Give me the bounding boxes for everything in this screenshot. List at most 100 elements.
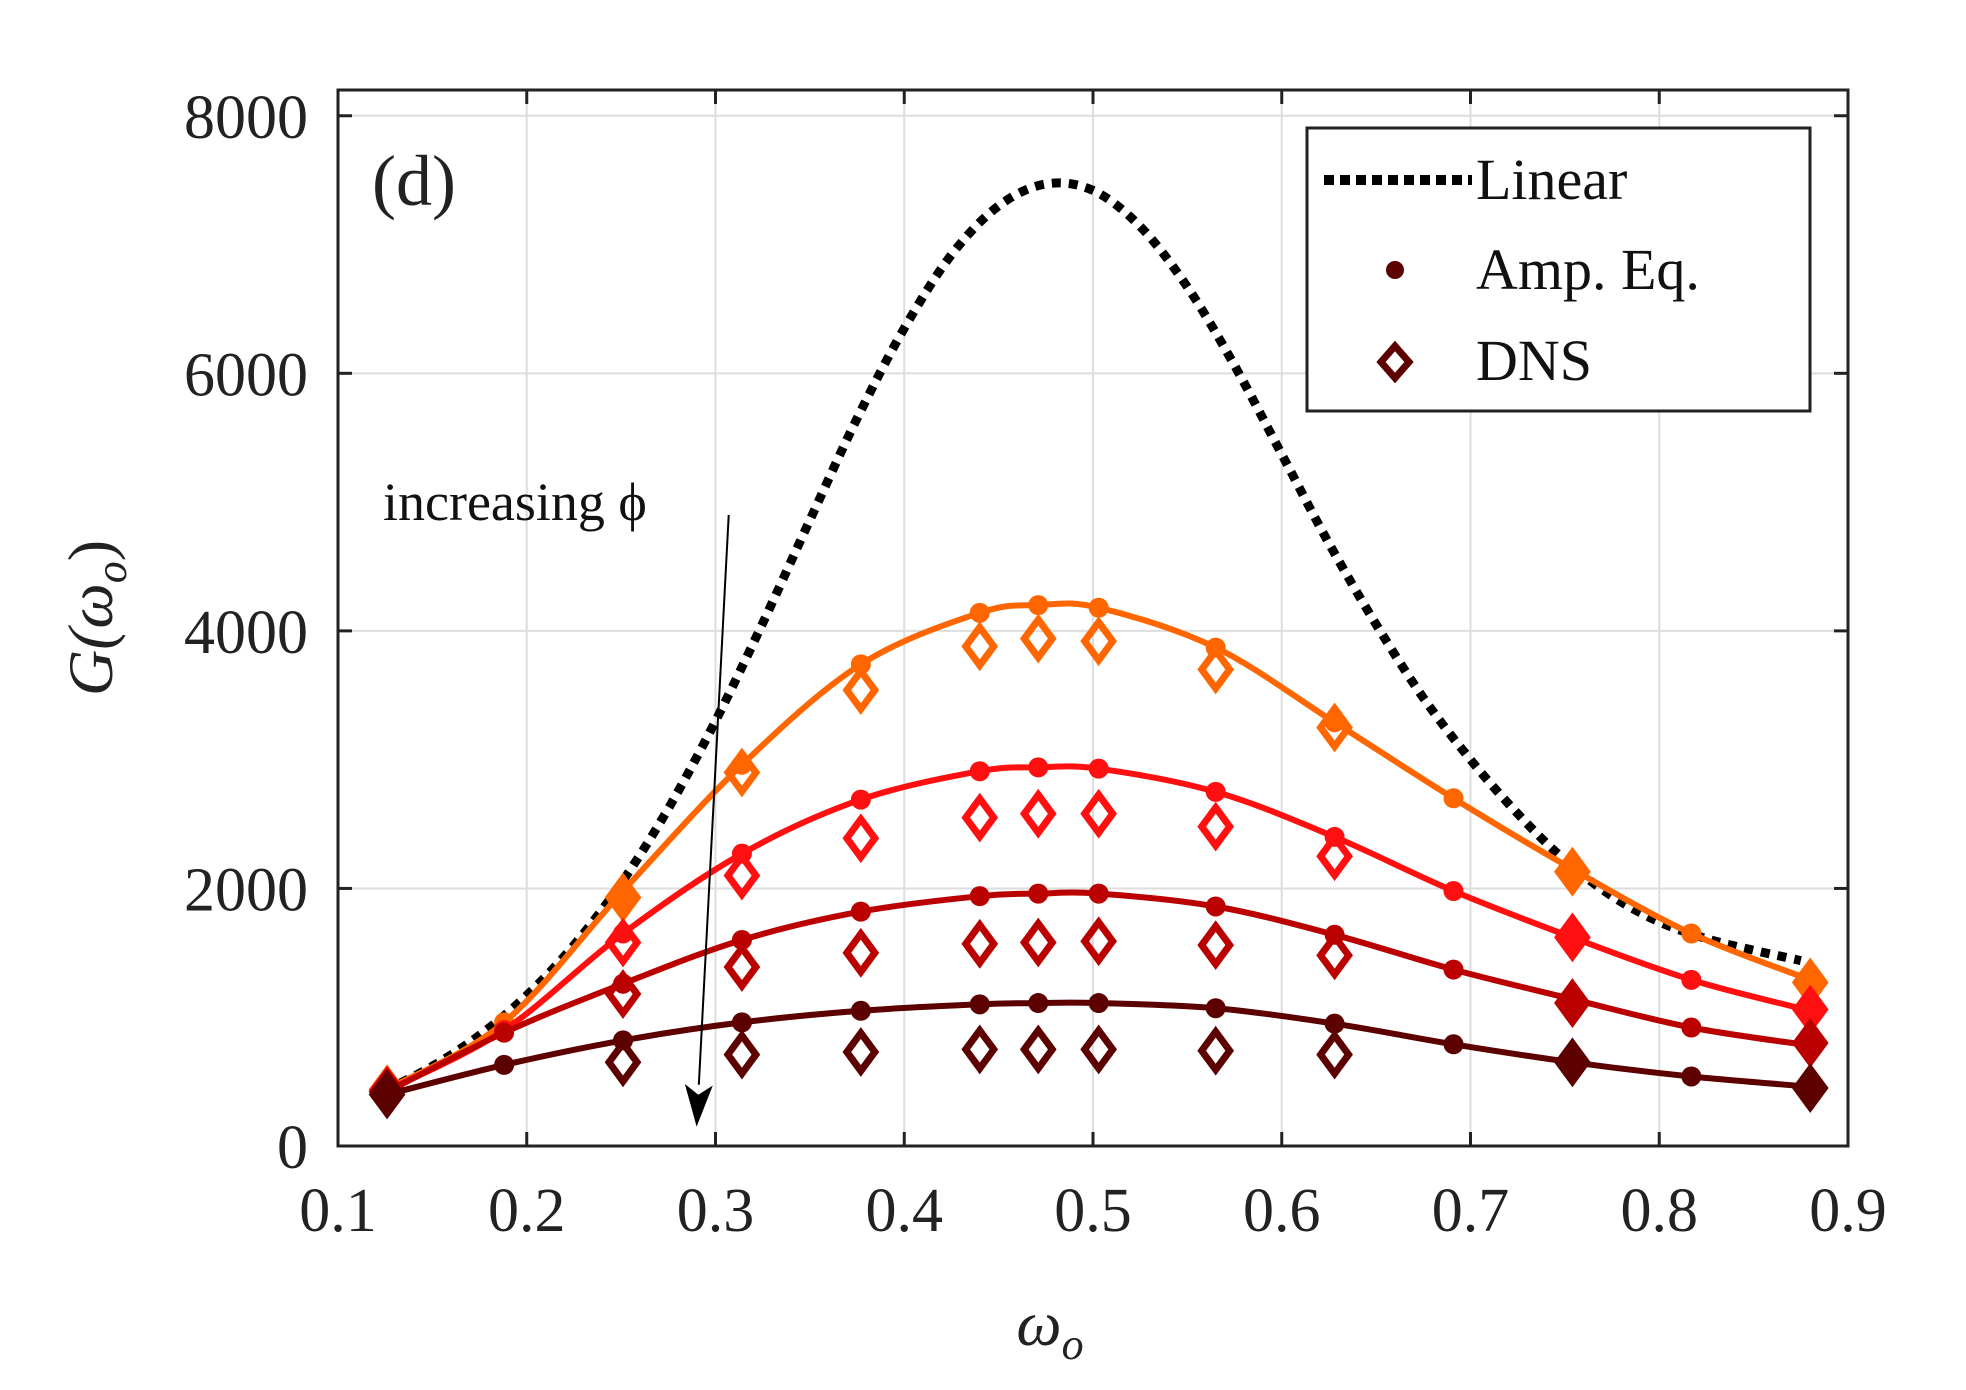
annotation: increasing ϕ (383, 472, 730, 1127)
x-tick-label: 0.9 (1809, 1177, 1887, 1245)
dns-point (961, 621, 999, 672)
amp-eq-point (1088, 758, 1109, 779)
amp-eq-point (1443, 788, 1464, 809)
y-tick-label: 8000 (184, 84, 308, 152)
dns-point (961, 918, 999, 969)
y-axis-title-close: ) (55, 540, 126, 561)
dns-point (842, 1027, 880, 1077)
dns-point (1554, 846, 1591, 897)
dns-point (1316, 1029, 1353, 1080)
amp-eq-point (1324, 1013, 1345, 1034)
dns-point (1080, 916, 1118, 967)
amp-eq-point (1088, 597, 1109, 618)
legend-dns-marker (1376, 340, 1414, 384)
y-axis-title-sub: o (87, 561, 136, 583)
panel-label: (d) (372, 141, 456, 221)
amp-eq-point (731, 1012, 752, 1033)
y-axis-title: G(ωo) (55, 540, 136, 696)
amp-eq-point (1681, 923, 1702, 944)
amp-eq-point (850, 654, 871, 675)
svg-text:G(ωo): G(ωo) (55, 540, 136, 696)
svg-text:ωo: ωo (1016, 1288, 1083, 1369)
dns-point (1019, 1024, 1057, 1075)
dns-point (604, 969, 642, 1019)
y-tick-label: 2000 (184, 856, 308, 924)
dns-point (1316, 930, 1353, 981)
amp-eq-point (494, 1054, 515, 1075)
y-tick-label: 6000 (184, 341, 308, 409)
dns-point (842, 927, 880, 978)
legend-linear-label: Linear (1476, 147, 1627, 212)
dns-point (961, 1024, 999, 1075)
amp-eq-point (1028, 757, 1049, 778)
dns-point (842, 665, 880, 716)
legend-dns-label: DNS (1476, 328, 1592, 393)
amp-eq-point (1205, 896, 1226, 917)
x-tick-label: 0.8 (1621, 1177, 1699, 1245)
amp-eq-point (731, 929, 752, 950)
x-tick-label: 0.3 (677, 1177, 755, 1245)
ticks (336, 90, 1850, 1148)
amp-eq-point (1681, 1066, 1702, 1087)
x-tick-label: 0.6 (1243, 1177, 1321, 1245)
annotation-arrow-line (697, 514, 730, 1085)
dns-point (368, 1069, 406, 1120)
dns-point (1080, 616, 1118, 667)
dns-point (961, 792, 999, 843)
tick-labels: 0.1 0.2 0.3 0.4 0.5 0.6 0.7 0.8 0.9 0 2000 4000 6000… (184, 84, 1887, 1245)
amp-eq-point (494, 1022, 515, 1043)
dns-point (723, 850, 761, 901)
dns-point (723, 747, 761, 798)
y-axis-title-main: G(ω (55, 583, 126, 696)
amp-eq-point (1681, 969, 1702, 990)
amp-eq-point (1028, 883, 1049, 904)
amp-eq-point (1681, 1017, 1702, 1038)
dns-point (1197, 801, 1235, 852)
dns-point (1019, 788, 1057, 839)
dns-point (604, 1037, 642, 1088)
x-tick-label: 0.1 (299, 1177, 377, 1245)
amp-eq-point (969, 761, 990, 782)
dns-point (842, 813, 880, 864)
dns-point (604, 872, 642, 923)
amp-eq-point (969, 994, 990, 1015)
dns-point (1554, 978, 1591, 1028)
y-tick-label: 0 (277, 1114, 308, 1182)
dns-point (723, 1029, 761, 1080)
amp-eq-point (1028, 993, 1049, 1014)
amp-eq-point (1443, 959, 1464, 980)
dns-point (1554, 1037, 1591, 1088)
x-axis-title-main: ω (1016, 1288, 1061, 1359)
series-layer (368, 178, 1829, 1120)
dns-point (1316, 702, 1353, 753)
amp-eq-point (969, 602, 990, 623)
dns-point (1197, 644, 1235, 695)
annotation-text: increasing ϕ (383, 472, 647, 532)
dns-point (1019, 917, 1057, 968)
amp-eq-point (1088, 993, 1109, 1014)
amp-eq-point (1205, 781, 1226, 802)
dns-point (1197, 920, 1235, 971)
amp-eq-point (1028, 595, 1049, 616)
legend-amp-eq-marker (1386, 261, 1404, 279)
dns-point (1197, 1025, 1235, 1076)
dns-point (1791, 1018, 1829, 1068)
legend: Linear Amp. Eq. DNS (1305, 126, 1812, 413)
dns-point (1791, 1063, 1829, 1113)
amp-eq-point (850, 901, 871, 922)
legend-amp-eq-label: Amp. Eq. (1476, 237, 1700, 302)
dns-point (1316, 831, 1353, 882)
dns-point (723, 942, 761, 992)
dns-point (1080, 788, 1118, 839)
x-tick-label: 0.5 (1054, 1177, 1132, 1245)
x-tick-label: 0.7 (1432, 1177, 1510, 1245)
amp-eq-point (1443, 1034, 1464, 1055)
amp-eq-point (1443, 881, 1464, 902)
amp-eq-point (969, 886, 990, 907)
amp-eq-point (850, 789, 871, 810)
x-tick-label: 0.4 (866, 1177, 944, 1245)
x-axis-title: ωo (1016, 1288, 1083, 1369)
x-axis-title-sub: o (1062, 1320, 1084, 1369)
amp-eq-point (1088, 883, 1109, 904)
